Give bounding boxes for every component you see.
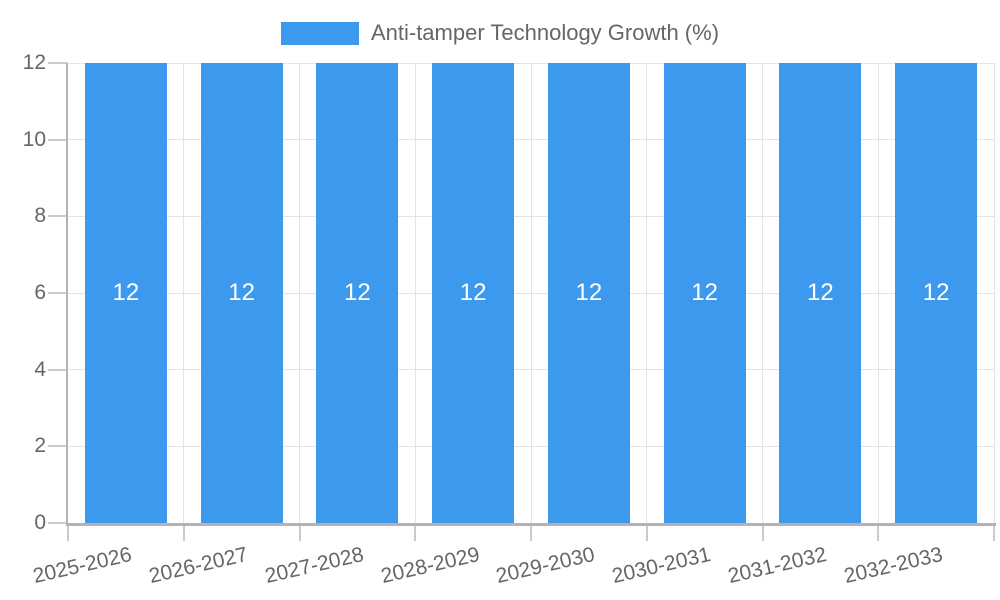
- x-tick-mark: [414, 523, 417, 541]
- y-tick-label: 2: [34, 434, 46, 458]
- y-tick-label: 10: [22, 127, 46, 151]
- x-tick-label: 2030-2031: [609, 542, 714, 588]
- x-tick-label: 2028-2029: [378, 542, 482, 588]
- x-tick-label: 2025-2026: [31, 542, 135, 588]
- y-tick-label: 8: [34, 204, 46, 228]
- bar-value-label: 12: [691, 279, 718, 306]
- bar[interactable]: [547, 63, 630, 523]
- bar[interactable]: [779, 63, 862, 523]
- bar-value-label: 12: [344, 279, 371, 306]
- y-tick-mark: [48, 522, 67, 524]
- bar-value-label: 12: [228, 279, 255, 306]
- x-tick-mark: [645, 523, 648, 541]
- legend-swatch: [280, 21, 359, 45]
- chart-legend: Anti-tamper Technology Growth (%): [0, 20, 1000, 46]
- x-tick-mark: [182, 523, 185, 541]
- bar-value-label: 12: [922, 279, 950, 306]
- legend-item[interactable]: Anti-tamper Technology Growth (%): [280, 20, 720, 46]
- bar-value-label: 12: [112, 279, 140, 306]
- x-tick-label: 2027-2028: [262, 542, 366, 588]
- bar-value-label: 12: [575, 279, 603, 306]
- y-tick-label: 12: [22, 51, 46, 74]
- gridline-v: [414, 63, 416, 523]
- x-axis-line: [66, 523, 996, 526]
- x-tick-mark: [298, 523, 301, 541]
- gridline-v: [762, 63, 763, 523]
- y-tick-mark: [48, 292, 67, 294]
- x-tick-label: 2032-2033: [841, 542, 945, 588]
- bar[interactable]: [663, 63, 746, 523]
- x-tick-mark: [67, 523, 69, 541]
- y-tick-mark: [48, 62, 67, 64]
- y-tick-label: 0: [34, 511, 46, 534]
- y-axis-line: [66, 63, 68, 526]
- y-tick-mark: [48, 445, 67, 448]
- x-tick-label: 2026-2027: [146, 542, 251, 588]
- bar[interactable]: [200, 63, 283, 523]
- x-tick-mark: [993, 523, 995, 541]
- gridline-v: [299, 63, 300, 523]
- bar[interactable]: [432, 63, 515, 523]
- bar[interactable]: [895, 63, 978, 523]
- bar[interactable]: [84, 63, 167, 523]
- bar[interactable]: [316, 63, 399, 523]
- y-tick-label: 6: [34, 281, 46, 304]
- bar-value-label: 12: [459, 279, 487, 306]
- gridline-v: [530, 63, 532, 523]
- gridline-v: [646, 63, 648, 523]
- y-tick-mark: [48, 138, 67, 141]
- x-tick-mark: [877, 523, 880, 541]
- x-tick-label: 2031-2032: [725, 542, 829, 588]
- x-tick-mark: [761, 523, 764, 541]
- x-tick-mark: [530, 523, 532, 541]
- bar-value-label: 12: [807, 279, 834, 306]
- gridline-v: [993, 63, 995, 523]
- y-tick-mark: [48, 368, 67, 371]
- legend-label: Anti-tamper Technology Growth (%): [370, 20, 720, 45]
- gridline-v: [183, 63, 185, 523]
- y-tick-mark: [48, 215, 67, 218]
- gridline-v: [877, 63, 879, 523]
- y-tick-label: 4: [34, 357, 46, 381]
- x-tick-label: 2029-2030: [494, 542, 598, 588]
